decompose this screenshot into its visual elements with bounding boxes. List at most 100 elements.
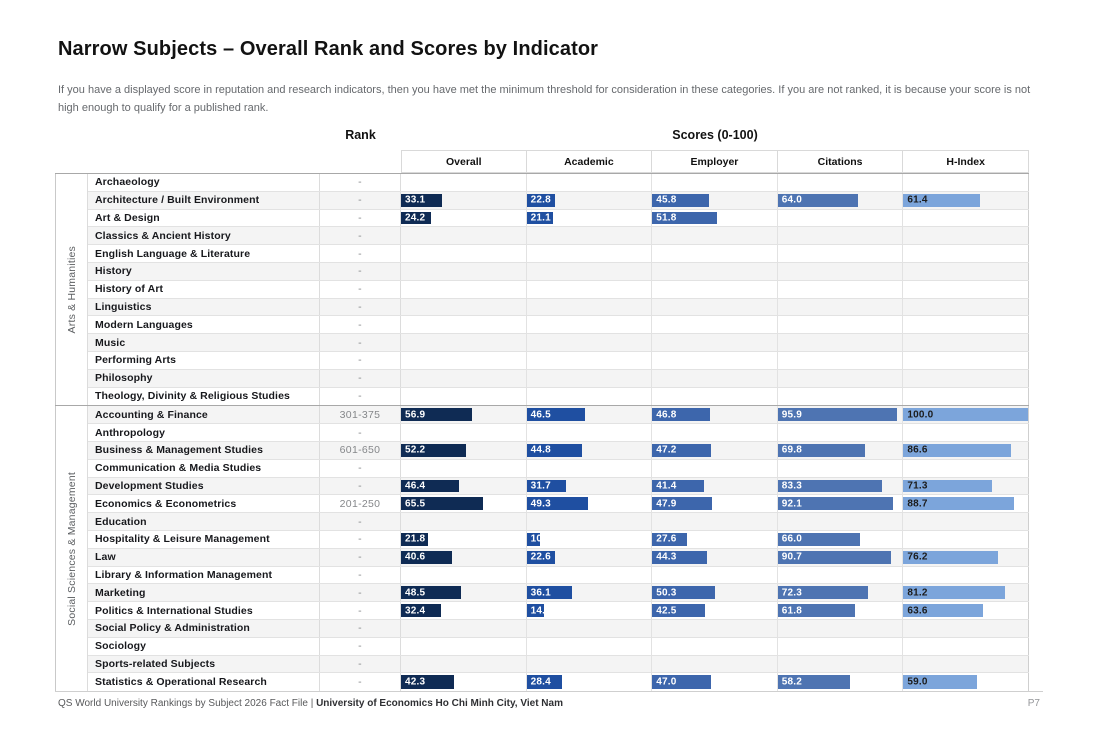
score-bar-overall: 65.5 — [401, 497, 483, 511]
table-row: Linguistics - — [88, 298, 1029, 317]
score-cell-academic: 46.5 — [526, 406, 653, 424]
score-value: 42.3 — [405, 676, 426, 688]
score-cell-citations: 95.9 — [777, 406, 904, 424]
score-bar-academic: 22.6 — [526, 550, 555, 564]
group-label-cell: Social Sciences & Management — [55, 406, 88, 692]
score-bar-h_index: 86.6 — [903, 443, 1012, 457]
group-rows: Archaeology - Architecture / Built Environ… — [88, 174, 1029, 406]
score-bar-overall: 52.2 — [401, 443, 467, 457]
table-row: Education - — [88, 513, 1029, 531]
rank-cell: - — [320, 245, 401, 262]
score-cell-h_index — [903, 262, 1029, 280]
score-bar-h_index: 76.2 — [903, 550, 999, 564]
score-value: 92.1 — [781, 498, 803, 510]
score-value: 63.6 — [907, 605, 928, 617]
score-cell-h_index — [903, 351, 1029, 369]
score-cell-citations — [778, 280, 904, 298]
rank-cell: - — [320, 227, 401, 245]
subject-cell: Accounting & Finance — [88, 406, 320, 424]
scores-header: Scores (0-100) — [672, 128, 758, 142]
score-bar-academic: 21.1 — [526, 211, 553, 225]
rank-cell: - — [320, 209, 401, 227]
score-bar-employer: 41.4 — [652, 479, 704, 493]
subject-cell: Law — [88, 548, 320, 566]
score-cell-overall: 46.4 — [401, 477, 527, 495]
score-cell-employer — [652, 459, 778, 477]
subject-cell: Archaeology — [88, 174, 320, 191]
score-bar-h_index: 59.0 — [903, 675, 977, 690]
table-row: Development Studies -46.4 31.7 41.4 83.3 71.3 — [88, 477, 1029, 496]
rank-cell: 601-650 — [320, 441, 401, 459]
score-cell-academic — [527, 298, 653, 316]
score-cell-h_index — [903, 566, 1029, 584]
score-cell-employer — [652, 174, 778, 191]
subject-cell: Development Studies — [88, 477, 320, 495]
score-value: 95.9 — [781, 409, 803, 421]
page-subtitle: If you have a displayed score in reputat… — [58, 84, 1031, 114]
score-cell-academic — [527, 316, 653, 334]
score-bar-citations: 95.9 — [777, 408, 898, 422]
table-row: History - — [88, 262, 1029, 281]
table-row: Classics & Ancient History - — [88, 227, 1029, 246]
score-value: 76.2 — [907, 551, 928, 563]
score-cell-citations: 92.1 — [777, 495, 904, 513]
column-headers: Overall Academic Employer Citations H-Index — [401, 150, 1029, 173]
subject-group: Social Sciences & Management Accounting &… — [55, 406, 1029, 693]
table-row: Library & Information Management - — [88, 566, 1029, 585]
score-cell-employer — [652, 351, 778, 369]
score-value: 28.4 — [530, 676, 551, 688]
score-cell-academic — [527, 637, 653, 655]
score-cell-citations — [778, 334, 904, 351]
score-cell-academic: 44.8 — [526, 441, 653, 459]
score-cell-h_index: 61.4 — [903, 191, 1029, 209]
score-value: 32.4 — [405, 605, 426, 617]
table-row: English Language & Literature - — [88, 245, 1029, 263]
score-cell-h_index — [903, 459, 1029, 477]
score-cell-academic — [527, 619, 653, 637]
score-value: 47.2 — [656, 444, 677, 456]
score-bar-overall: 48.5 — [401, 586, 462, 600]
rank-cell: - — [320, 191, 401, 209]
table-row: Politics & International Studies -32.4 14.… — [88, 602, 1029, 620]
score-cell-h_index — [903, 530, 1029, 548]
score-cell-employer — [652, 424, 778, 441]
score-cell-citations: 90.7 — [777, 548, 904, 566]
score-cell-h_index: 88.7 — [903, 495, 1029, 513]
score-cell-citations — [778, 387, 904, 406]
score-cell-h_index — [903, 334, 1029, 351]
score-cell-citations — [778, 424, 904, 441]
score-bar-overall: 42.3 — [401, 675, 454, 690]
group-label-cell: Arts & Humanities — [55, 174, 88, 406]
score-bar-h_index: 71.3 — [903, 479, 993, 493]
score-cell-overall — [401, 298, 527, 316]
subject-cell: Politics & International Studies — [88, 602, 320, 619]
score-cell-employer: 50.3 — [652, 584, 778, 602]
score-cell-citations — [778, 637, 904, 655]
group-label: Social Sciences & Management — [65, 471, 78, 626]
score-value: 71.3 — [907, 480, 928, 492]
table-row: Sports-related Subjects - — [88, 655, 1029, 674]
subject-cell: Library & Information Management — [88, 566, 320, 584]
score-value: 61.8 — [781, 605, 803, 617]
score-value: 14.2 — [530, 605, 551, 617]
table-row: Modern Languages - — [88, 316, 1029, 335]
score-value: 42.5 — [656, 605, 677, 617]
score-cell-h_index — [903, 637, 1029, 655]
score-bar-academic: 31.7 — [526, 479, 567, 493]
score-cell-overall — [401, 280, 527, 298]
table-row: Sociology - — [88, 637, 1029, 656]
column-header-employer: Employer — [652, 150, 778, 173]
score-cell-citations — [778, 298, 904, 316]
score-bar-overall: 56.9 — [401, 408, 472, 422]
score-bar-employer: 47.0 — [652, 675, 711, 690]
rank-cell: - — [320, 602, 401, 619]
table-row: Art & Design -24.2 21.1 51.8 — [88, 209, 1029, 228]
score-cell-academic: 22.6 — [526, 548, 653, 566]
score-value: 88.7 — [907, 498, 928, 510]
score-cell-h_index — [903, 619, 1029, 637]
score-cell-academic — [527, 245, 653, 262]
score-cell-overall — [401, 334, 527, 351]
score-bar-academic: 46.5 — [526, 408, 585, 422]
rank-cell: - — [320, 655, 401, 673]
